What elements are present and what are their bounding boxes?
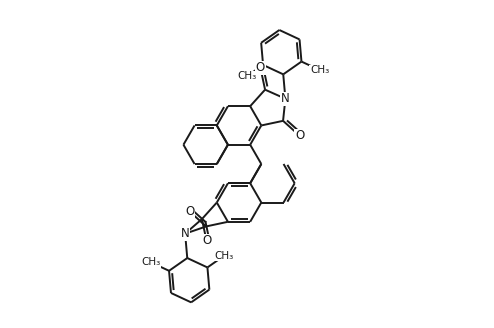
Text: N: N bbox=[181, 227, 190, 240]
Text: N: N bbox=[281, 92, 290, 105]
Text: CH₃: CH₃ bbox=[141, 257, 161, 267]
Text: CH₃: CH₃ bbox=[214, 251, 234, 261]
Text: CH₃: CH₃ bbox=[237, 72, 256, 81]
Text: CH₃: CH₃ bbox=[310, 65, 329, 75]
Text: O: O bbox=[202, 234, 211, 247]
Text: O: O bbox=[185, 205, 194, 218]
Text: O: O bbox=[256, 61, 265, 74]
Text: O: O bbox=[295, 129, 304, 142]
